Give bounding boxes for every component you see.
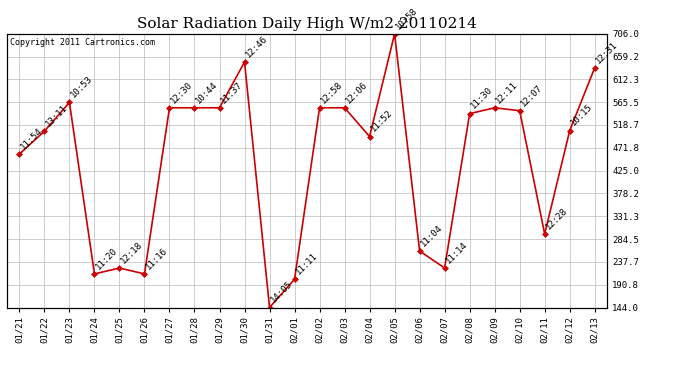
Text: 12:18: 12:18	[119, 240, 144, 265]
Text: 12:11: 12:11	[494, 80, 519, 105]
Text: 11:16: 11:16	[144, 246, 169, 271]
Text: Copyright 2011 Cartronics.com: Copyright 2011 Cartronics.com	[10, 38, 155, 47]
Text: 11:52: 11:52	[368, 108, 394, 134]
Text: 11:11: 11:11	[294, 251, 319, 276]
Text: 12:30: 12:30	[168, 80, 194, 105]
Text: 10:58: 10:58	[394, 6, 419, 31]
Text: 11:30: 11:30	[469, 86, 494, 111]
Text: 12:31: 12:31	[594, 40, 619, 65]
Text: 11:14: 11:14	[444, 240, 469, 265]
Text: 11:37: 11:37	[219, 80, 244, 105]
Text: 11:04: 11:04	[419, 223, 444, 248]
Text: 11:20: 11:20	[94, 246, 119, 271]
Text: 10:44: 10:44	[194, 80, 219, 105]
Title: Solar Radiation Daily High W/m2 20110214: Solar Radiation Daily High W/m2 20110214	[137, 17, 477, 31]
Text: 12:46: 12:46	[244, 34, 269, 59]
Text: 12:28: 12:28	[544, 206, 569, 231]
Text: 13:11: 13:11	[43, 103, 69, 128]
Text: 12:07: 12:07	[519, 82, 544, 108]
Text: 10:15: 10:15	[569, 102, 594, 128]
Text: 10:53: 10:53	[68, 74, 94, 100]
Text: 11:54: 11:54	[19, 126, 44, 151]
Text: 14:05: 14:05	[268, 279, 294, 305]
Text: 12:06: 12:06	[344, 80, 369, 105]
Text: 12:58: 12:58	[319, 80, 344, 105]
